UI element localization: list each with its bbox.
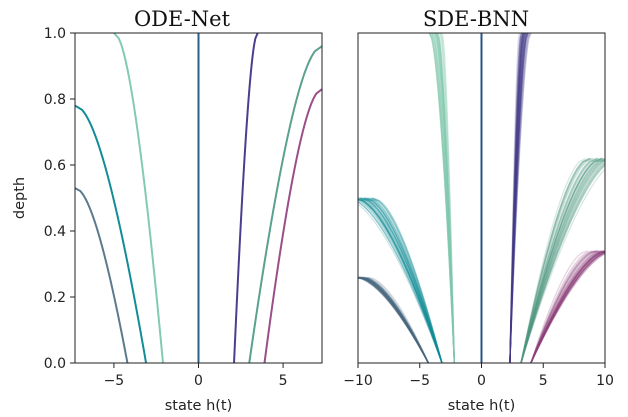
sde-bnn-x-ticks: −10 −5 0 5 10	[343, 363, 614, 389]
ode-net-trajectory-6	[264, 89, 322, 363]
ode-net-x-tick-label: 0	[194, 373, 203, 389]
ode-net-title: ODE-Net	[134, 7, 231, 31]
ode-net-x-ticks: −5 0 5	[104, 363, 288, 389]
ode-net-y-tick-label: 0.2	[44, 290, 66, 306]
ode-net-trajectory-0	[75, 188, 127, 363]
sde-bnn-title: SDE-BNN	[423, 7, 529, 31]
sde-bnn-trajectories	[343, 33, 624, 363]
sde-bnn-trajectory-5-sample-10	[521, 158, 610, 363]
ode-net-y-tick-label: 0.0	[44, 356, 66, 372]
ode-net-y-tick-label: 0.4	[44, 224, 66, 240]
sde-bnn-panel: SDE-BNN −10 −5 0 5 10 state h(t)	[343, 7, 624, 414]
sde-bnn-x-tick-label: 0	[477, 373, 486, 389]
ode-net-x-tick-label: −5	[104, 373, 125, 389]
ode-net-y-ticks: 0.0 0.2 0.4 0.6 0.8 1.0	[44, 26, 75, 372]
ode-net-y-tick-label: 1.0	[44, 26, 66, 42]
sde-bnn-x-tick-label: 5	[539, 373, 548, 389]
ode-net-trajectory-4	[234, 33, 258, 363]
ode-net-x-axis-label: state h(t)	[165, 398, 233, 414]
sde-bnn-x-axis-label: state h(t)	[448, 398, 516, 414]
ode-net-trajectory-5	[249, 46, 322, 363]
sde-bnn-trajectory-5-sample-15	[521, 158, 611, 363]
ode-net-trajectories	[75, 33, 322, 363]
sde-bnn-x-tick-label: −10	[343, 373, 373, 389]
ode-net-y-tick-label: 0.6	[44, 158, 66, 174]
sde-bnn-x-tick-label: −5	[409, 373, 430, 389]
ode-net-panel: ODE-Net −5 0 5 0.0 0.2 0.4 0.6 0.8 1.0 state h(…	[12, 7, 322, 414]
sde-bnn-x-tick-label: 10	[596, 373, 614, 389]
ode-net-x-tick-label: 5	[279, 373, 288, 389]
ode-net-trajectory-2	[114, 33, 163, 363]
ode-net-trajectory-1	[75, 106, 146, 363]
ode-net-y-tick-label: 0.8	[44, 92, 66, 108]
ode-net-y-axis-label: depth	[12, 177, 28, 219]
